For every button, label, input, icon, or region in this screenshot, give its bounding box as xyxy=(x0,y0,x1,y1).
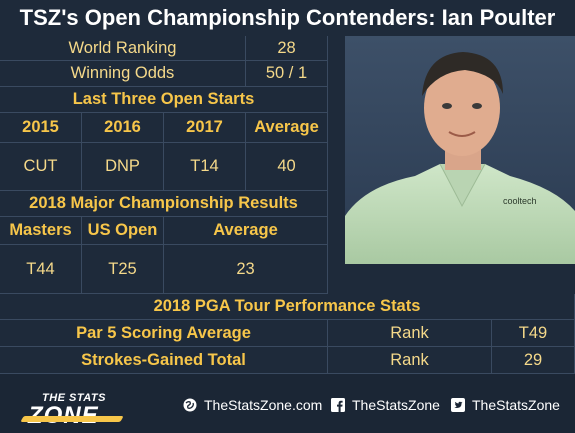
world-ranking-value: 28 xyxy=(246,36,328,61)
open-starts-value-2016: DNP xyxy=(82,143,164,191)
globe-icon xyxy=(183,398,197,412)
pga-row-2-label: Strokes-Gained Total xyxy=(0,347,328,374)
majors-col-masters: Masters xyxy=(0,217,82,245)
pga-row-1-label: Par 5 Scoring Average xyxy=(0,320,328,347)
majors-value-average: 23 xyxy=(164,245,328,294)
page-title: TSZ's Open Championship Contenders: Ian … xyxy=(19,5,556,30)
website-link[interactable]: TheStatsZone.com xyxy=(183,397,322,413)
website-text: TheStatsZone.com xyxy=(204,397,323,413)
open-starts-value-average: 40 xyxy=(246,143,328,191)
facebook-link[interactable]: TheStatsZone xyxy=(331,397,440,413)
twitter-icon xyxy=(451,398,465,412)
winning-odds-label: Winning Odds xyxy=(0,61,246,87)
open-starts-value-2017: T14 xyxy=(164,143,246,191)
open-starts-col-average: Average xyxy=(246,113,328,143)
facebook-icon xyxy=(331,398,345,412)
footer: THE STATS ZONE TheStatsZone.com TheStats… xyxy=(0,374,575,433)
pga-row-2-rank-label: Rank xyxy=(328,347,492,374)
logo-top-text: THE STATS xyxy=(42,392,106,404)
open-starts-col-2017: 2017 xyxy=(164,113,246,143)
majors-col-average: Average xyxy=(164,217,328,245)
pga-heading: 2018 PGA Tour Performance Stats xyxy=(0,294,575,320)
the-stats-zone-logo[interactable]: THE STATS ZONE xyxy=(20,390,132,429)
open-starts-col-2015: 2015 xyxy=(0,113,82,143)
facebook-text: TheStatsZone xyxy=(352,397,440,413)
twitter-text: TheStatsZone xyxy=(472,397,560,413)
player-illustration: cooltech xyxy=(345,36,575,264)
open-starts-value-2015: CUT xyxy=(0,143,82,191)
majors-value-masters: T44 xyxy=(0,245,82,294)
world-ranking-label: World Ranking xyxy=(0,36,246,61)
majors-heading: 2018 Major Championship Results xyxy=(0,191,328,217)
pga-row-2-rank-value: 29 xyxy=(492,347,575,374)
majors-col-us-open: US Open xyxy=(82,217,164,245)
logo-bottom-text: ZONE xyxy=(28,402,99,430)
open-starts-col-2016: 2016 xyxy=(82,113,164,143)
twitter-link[interactable]: TheStatsZone xyxy=(451,397,560,413)
winning-odds-value: 50 / 1 xyxy=(246,61,328,87)
logo-swoosh xyxy=(20,416,124,422)
pga-row-1-rank-value: T49 xyxy=(492,320,575,347)
shirt-sponsor-text: cooltech xyxy=(503,196,537,206)
pga-row-1-rank-label: Rank xyxy=(328,320,492,347)
open-starts-heading: Last Three Open Starts xyxy=(0,87,328,113)
player-photo: cooltech xyxy=(345,36,575,264)
majors-value-us-open: T25 xyxy=(82,245,164,294)
